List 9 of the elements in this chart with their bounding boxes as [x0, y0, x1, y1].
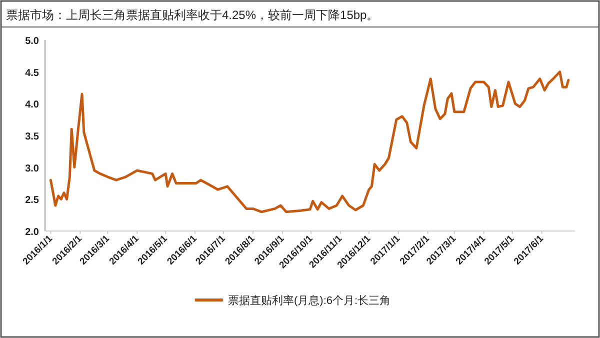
title: 票据市场：上周长三角票据直贴利率收于4.25%，较前一周下降15bp。 — [6, 8, 379, 22]
legend-label: 票据直贴利率(月息):6个月:长三角 — [228, 294, 391, 307]
y-tick-label: 2.5 — [25, 195, 40, 206]
y-tick-label: 2.0 — [25, 227, 40, 238]
y-tick-label: 5.0 — [25, 36, 40, 47]
y-tick-label: 4.5 — [25, 68, 40, 79]
y-tick-label: 4.0 — [25, 100, 40, 111]
y-tick-label: 3.5 — [25, 132, 40, 142]
y-tick-label: 3.0 — [25, 163, 40, 174]
